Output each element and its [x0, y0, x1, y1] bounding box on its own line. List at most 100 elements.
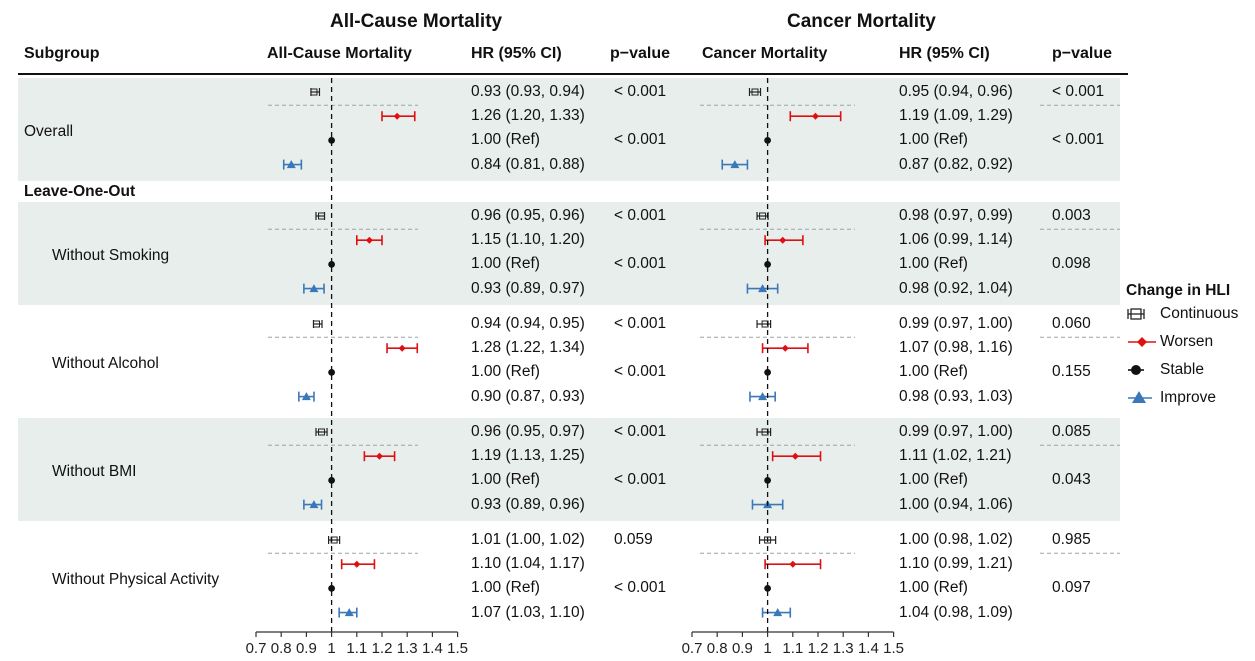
p-value-text: 0.098: [1052, 255, 1091, 273]
subgroup-label: Without Physical Activity: [52, 570, 220, 588]
legend: Change in HLI Continuous Worsen Stable: [1126, 282, 1254, 412]
hr-ci-text: 0.98 (0.93, 1.03): [899, 387, 1013, 405]
improve-estimate-mark: [303, 499, 323, 510]
legend-item-stable: Stable: [1126, 356, 1254, 384]
hr-ci-text: 1.00 (Ref): [899, 363, 968, 381]
improve-estimate-mark: [298, 391, 315, 402]
p-value-text: 0.985: [1052, 531, 1091, 548]
header-rule: [18, 73, 1128, 75]
hr-ci-text: 1.00 (Ref): [899, 579, 968, 597]
hr-ci-text: 1.01 (1.00, 1.02): [471, 531, 585, 548]
hr-ci-text: 0.94 (0.94, 0.95): [471, 315, 585, 332]
worsen-estimate-mark: [764, 235, 804, 246]
continuous-estimate-mark: [756, 212, 769, 220]
all-x-tick-label: 1.2: [372, 640, 393, 657]
hr-ci-text: 1.11 (1.02, 1.21): [899, 447, 1012, 465]
p-value-text: < 0.001: [614, 207, 667, 224]
hr-ci-text: 0.87 (0.82, 0.92): [899, 155, 1013, 173]
hr-ci-text: 1.28 (1.22, 1.34): [471, 339, 585, 357]
worsen-estimate-mark: [386, 343, 419, 354]
hr-ci-text: 1.19 (1.13, 1.25): [471, 447, 585, 465]
stable-estimate-mark: [764, 585, 771, 592]
all-x-tick-label: 1: [327, 640, 335, 657]
worsen-estimate-mark: [761, 343, 809, 354]
group-band: [18, 78, 1120, 181]
worsen-estimate-mark: [355, 235, 383, 246]
continuous-estimate-mark: [315, 212, 326, 220]
continuous-estimate-mark: [328, 536, 341, 544]
hr-ci-text: 0.93 (0.89, 0.96): [471, 495, 585, 513]
hr-ci-text: 1.04 (0.98, 1.09): [899, 603, 1013, 621]
stable-estimate-mark: [328, 137, 335, 144]
hr-ci-text: 1.00 (0.98, 1.02): [899, 531, 1013, 548]
stable-estimate-mark: [328, 477, 335, 484]
hr-ci-text: 0.99 (0.97, 1.00): [899, 315, 1013, 332]
hr-ci-text: 1.07 (1.03, 1.10): [471, 603, 585, 621]
improve-estimate-mark: [761, 607, 792, 618]
hr-ci-text: 1.00 (Ref): [899, 255, 968, 273]
all-x-tick-label: 0.9: [296, 640, 317, 657]
p-value-text: < 0.001: [1052, 131, 1105, 149]
hr-ci-text: 1.19 (1.09, 1.29): [899, 107, 1013, 125]
continuous-estimate-mark: [756, 320, 772, 328]
subgroup-label: Without BMI: [52, 462, 137, 480]
hr-ci-text: 1.26 (1.20, 1.33): [471, 107, 585, 125]
stable-estimate-mark: [764, 369, 771, 376]
worsen-marker-icon: [1128, 337, 1156, 347]
all-x-tick-label: 1.1: [346, 640, 367, 657]
continuous-estimate-mark: [748, 88, 762, 96]
hr-ci-text: 1.00 (Ref): [471, 131, 540, 149]
continuous-estimate-mark: [312, 320, 323, 328]
stable-estimate-mark: [764, 261, 771, 268]
worsen-estimate-mark: [381, 111, 416, 122]
p-value-text: 0.059: [614, 531, 653, 548]
group-band: [18, 202, 1120, 305]
hr-ci-text: 0.93 (0.89, 0.97): [471, 279, 585, 297]
improve-marker-icon: [1128, 391, 1152, 403]
hr-ci-text: 0.95 (0.94, 0.96): [899, 83, 1013, 100]
subgroup-label: Without Alcohol: [52, 354, 159, 372]
p-value-text: 0.043: [1052, 471, 1091, 489]
improve-estimate-mark: [282, 159, 303, 170]
cancer-x-tick-label: 0.9: [732, 640, 753, 657]
improve-estimate-mark: [746, 283, 779, 294]
legend-label-worsen: Worsen: [1160, 333, 1214, 350]
all-x-tick-label: 0.7: [246, 640, 267, 657]
legend-item-continuous: Continuous: [1126, 300, 1254, 328]
hr-ci-text: 0.99 (0.97, 1.00): [899, 423, 1013, 440]
hr-ci-text: 0.98 (0.92, 1.04): [899, 279, 1013, 297]
hr-ci-text: 1.00 (0.94, 1.06): [899, 495, 1013, 513]
worsen-estimate-mark: [340, 559, 376, 570]
cancer-x-tick-label: 1.3: [833, 640, 854, 657]
stable-estimate-mark: [328, 585, 335, 592]
hr-ci-text: 0.90 (0.87, 0.93): [471, 387, 585, 405]
hr-ci-text: 1.15 (1.10, 1.20): [471, 231, 585, 249]
panel-title-all-cause: All-Cause Mortality: [330, 11, 503, 32]
hr-ci-text: 0.96 (0.95, 0.97): [471, 423, 585, 440]
p-value-text: < 0.001: [614, 579, 667, 597]
p-value-text: < 0.001: [1052, 83, 1105, 100]
worsen-estimate-mark: [764, 559, 822, 570]
legend-title: Change in HLI: [1126, 282, 1231, 299]
hr-ci-text: 1.10 (0.99, 1.21): [899, 555, 1013, 573]
p-value-text: < 0.001: [614, 83, 667, 100]
cancer-x-tick-label: 1.1: [782, 640, 803, 657]
subgroup-label: Overall: [24, 122, 74, 140]
legend-item-improve: Improve: [1126, 384, 1254, 412]
worsen-estimate-mark: [771, 451, 822, 462]
continuous-estimate-mark: [756, 428, 772, 436]
p-value-text: 0.060: [1052, 315, 1091, 332]
col-header-cancer-hr: HR (95% CI): [899, 45, 990, 62]
hr-ci-text: 0.84 (0.81, 0.88): [471, 155, 585, 173]
cancer-x-tick-label: 0.8: [707, 640, 728, 657]
p-value-text: 0.155: [1052, 363, 1091, 381]
stable-estimate-mark: [328, 261, 335, 268]
hr-ci-text: 1.07 (0.98, 1.16): [899, 339, 1013, 357]
col-header-all-cause-plot: All-Cause Mortality: [267, 45, 412, 62]
hr-ci-text: 1.00 (Ref): [899, 471, 968, 489]
legend-label-continuous: Continuous: [1160, 305, 1239, 322]
improve-estimate-mark: [721, 159, 749, 170]
cancer-x-tick-label: 1.4: [858, 640, 879, 657]
stable-estimate-mark: [764, 137, 771, 144]
